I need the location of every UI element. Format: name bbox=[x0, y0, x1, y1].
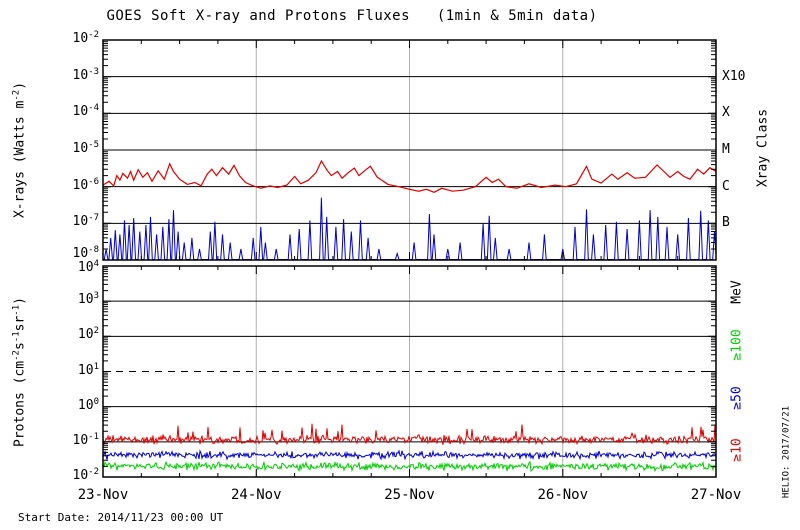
ytick-label: 101 bbox=[77, 361, 99, 378]
ytick-label: 100 bbox=[77, 396, 99, 413]
protons-ge-100MeV-trace bbox=[103, 460, 716, 473]
xray-class-label: C bbox=[722, 178, 730, 194]
xray-axis-label: X-rays (Watts m-2) bbox=[11, 81, 28, 219]
protons-axis-label: Protons (cm-2s-1sr-1) bbox=[11, 297, 28, 447]
date-label: 25-Nov bbox=[384, 487, 435, 503]
ytick-label: 103 bbox=[77, 291, 99, 308]
ytick-label: 10-1 bbox=[72, 431, 100, 448]
xray-class-label: M bbox=[722, 142, 730, 157]
ytick-label: 10-2 bbox=[72, 467, 100, 483]
date-label: 27-Nov bbox=[690, 487, 742, 503]
protons-ge-50MeV-trace bbox=[103, 449, 716, 461]
xray-panel bbox=[102, 39, 717, 261]
ytick-label: 10-6 bbox=[72, 176, 100, 193]
protons-panel bbox=[102, 265, 717, 478]
chart-title: GOES Soft X-ray and Protons Fluxes (1min… bbox=[106, 8, 598, 24]
date-label: 24-Nov bbox=[230, 487, 282, 503]
mev-axis-title: MeV bbox=[729, 280, 745, 304]
xray-class-label: X bbox=[722, 105, 730, 121]
energy-label: ≥50 bbox=[729, 386, 745, 410]
ytick-label: 104 bbox=[77, 259, 99, 275]
energy-label: ≥10 bbox=[729, 438, 745, 462]
protons-series-group bbox=[103, 423, 716, 473]
helio-watermark: HELIO: 2017/07/21 bbox=[781, 405, 792, 499]
ytick-label: 10-8 bbox=[72, 245, 100, 261]
xray-class-axis-title: Xray Class bbox=[755, 108, 771, 188]
start-date-label: Start Date: 2014/11/23 00:00 UT bbox=[18, 511, 224, 524]
xray-class-label: X10 bbox=[722, 68, 746, 84]
protons-ge-10MeV-trace bbox=[103, 423, 716, 446]
ytick-label: 10-4 bbox=[72, 103, 100, 120]
xray-long-wavelength-trace bbox=[103, 159, 716, 193]
date-label: 23-Nov bbox=[77, 487, 129, 503]
ytick-label: 102 bbox=[77, 326, 99, 343]
ytick-label: 10-3 bbox=[72, 66, 100, 83]
energy-label: ≥100 bbox=[729, 329, 745, 361]
ytick-label: 10-5 bbox=[72, 140, 100, 156]
ytick-label: 10-2 bbox=[72, 30, 100, 46]
ytick-label: 10-7 bbox=[72, 213, 100, 230]
xray-class-label: B bbox=[722, 215, 730, 231]
xray-ticks bbox=[102, 39, 717, 261]
date-label: 26-Nov bbox=[537, 487, 589, 503]
protons-ticks bbox=[102, 265, 717, 478]
